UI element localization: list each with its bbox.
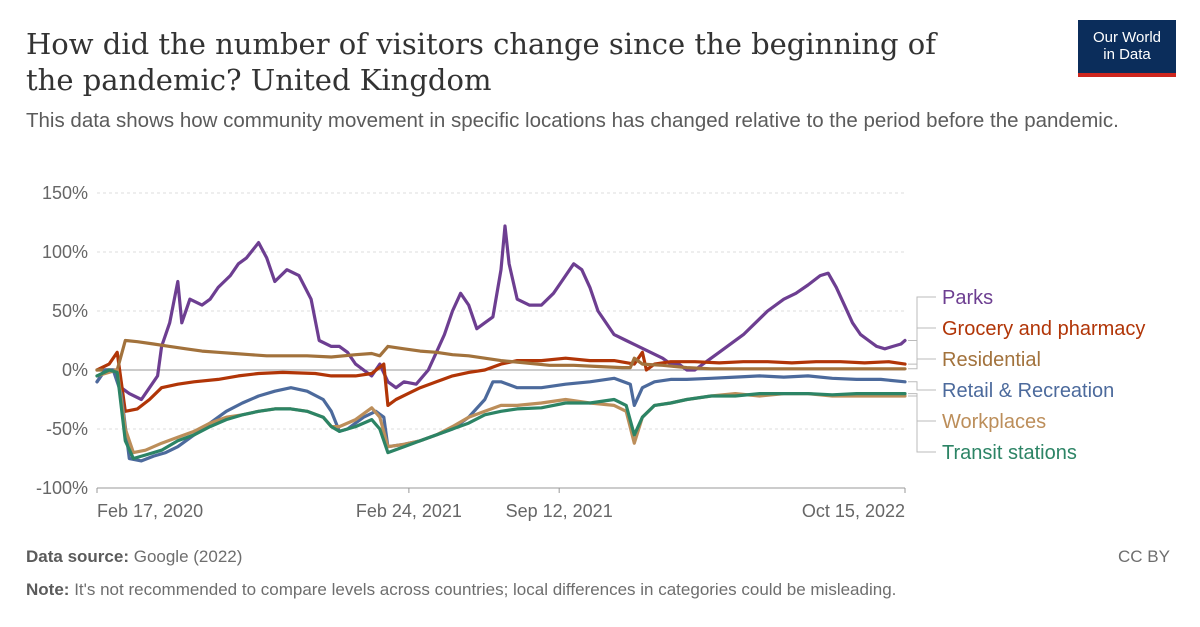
y-tick-label: -100%: [36, 478, 88, 498]
data-source: Data source: Google (2022): [26, 547, 242, 567]
legend-label: Transit stations: [942, 442, 1077, 464]
legend-leader-line: [908, 381, 936, 391]
legend-leader-line: [908, 327, 936, 365]
series-line: [95, 338, 907, 372]
legend-leader-line: [908, 395, 936, 422]
license-link[interactable]: CC BY: [1118, 547, 1170, 566]
y-tick-label: -50%: [46, 419, 88, 439]
chart-note: Note: It's not recommended to compare le…: [26, 580, 896, 600]
x-tick-label: Feb 17, 2020: [97, 501, 203, 521]
series-line: [95, 224, 907, 402]
legend-leader-line: [908, 296, 936, 341]
data-source-label: Data source:: [26, 547, 129, 566]
logo-line-2: in Data: [1103, 46, 1151, 63]
chart-title: How did the number of visitors change si…: [26, 27, 936, 97]
x-tick-label: Oct 15, 2022: [802, 501, 905, 521]
y-tick-label: 50%: [52, 301, 88, 321]
logo-line-1: Our World: [1092, 29, 1162, 46]
series-line: [95, 368, 907, 463]
legend-label: Parks: [942, 287, 993, 309]
chart-subtitle: This data shows how community movement i…: [26, 109, 1119, 132]
series-line: [95, 350, 907, 413]
legend-leader-line: [908, 393, 936, 453]
legend-label: Workplaces: [942, 411, 1046, 433]
legend-leader-line: [908, 358, 936, 370]
note-text: It's not recommended to compare levels a…: [74, 580, 897, 599]
legend-label: Residential: [942, 349, 1041, 371]
legend-label: Retail & Recreation: [942, 380, 1114, 402]
data-source-text[interactable]: Google (2022): [133, 547, 243, 566]
y-tick-label: 100%: [42, 242, 88, 262]
logo-accent-bar: [1078, 73, 1176, 77]
y-tick-label: 0%: [62, 360, 88, 380]
note-label: Note:: [26, 580, 70, 599]
legend-label: Grocery and pharmacy: [942, 318, 1145, 340]
y-tick-label: 150%: [42, 183, 88, 203]
series-line: [95, 368, 907, 461]
x-tick-label: Feb 24, 2021: [356, 501, 462, 521]
owid-logo[interactable]: Our World in Data: [1078, 20, 1176, 77]
x-tick-label: Sep 12, 2021: [506, 501, 613, 521]
